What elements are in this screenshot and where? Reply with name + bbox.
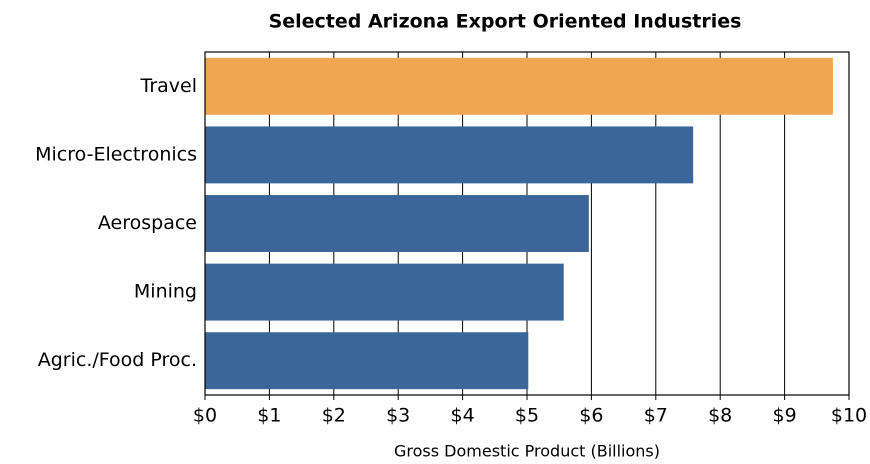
y-tick-label: Travel [140,75,197,97]
x-tick-label: $8 [708,405,732,427]
x-tick-label: $3 [386,405,410,427]
bar [205,263,564,321]
x-tick-label: $1 [257,405,281,427]
y-tick-label: Agric./Food Proc. [38,349,197,371]
x-tick-label: $10 [831,405,867,427]
bar [205,195,589,252]
chart-title: Selected Arizona Export Oriented Industr… [269,11,742,33]
y-tick-label: Micro-Electronics [35,143,197,165]
x-tick-label: $0 [193,405,217,427]
bar [205,332,529,390]
y-tick-label: Aerospace [98,212,197,234]
x-tick-label: $4 [451,405,475,427]
bar [205,57,833,115]
plot-frame [204,51,850,396]
x-tick-label: $2 [322,405,346,427]
x-tick-label: $7 [644,405,668,427]
x-axis-label: Gross Domestic Product (Billions) [394,442,660,461]
x-tick-label: $6 [579,405,603,427]
bar [205,126,694,184]
y-tick-label: Mining [134,281,197,303]
x-tick-label: $9 [773,405,797,427]
x-tick-label: $5 [515,405,539,427]
